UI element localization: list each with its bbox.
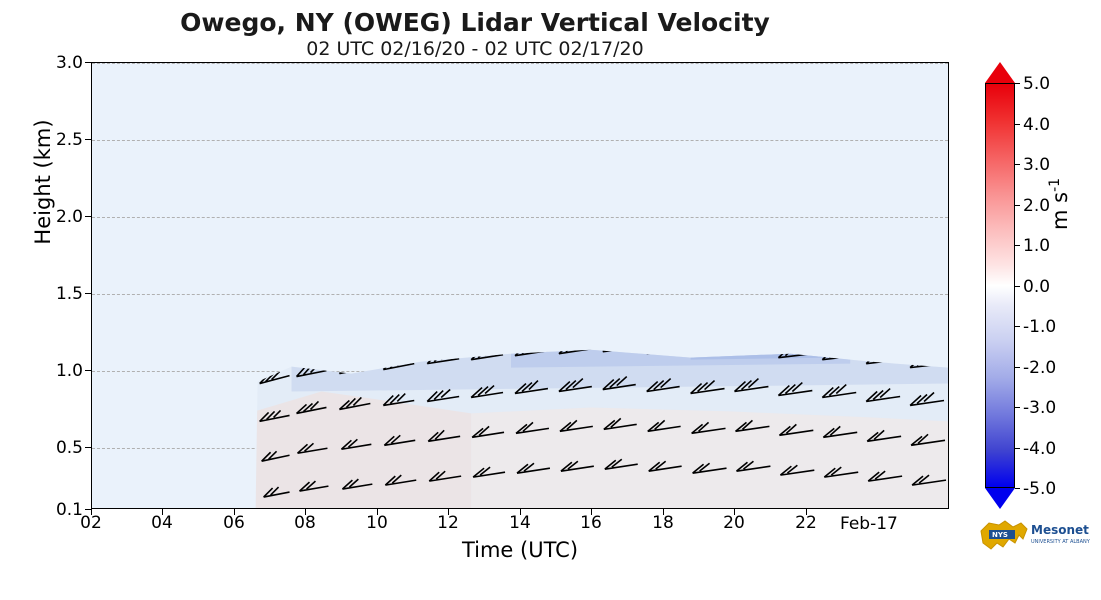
xtick-label-22: 22	[795, 513, 817, 533]
colorbar-tick--5.0: -5.0	[1023, 479, 1057, 499]
plot-area	[91, 62, 949, 509]
y-axis-title: Height (km)	[31, 119, 55, 245]
colorbar-tick-3.0: 3.0	[1023, 155, 1051, 175]
colorbar-over-arrow	[985, 62, 1015, 83]
nys-mesonet-logo: NYS Mesonet UNIVERSITY AT ALBANY	[975, 517, 1095, 563]
gridline-1.5	[92, 294, 948, 296]
xtick-label-08: 08	[294, 513, 316, 533]
ytick-label-2.0: 2.0	[55, 207, 83, 227]
logo-mesonet-text: Mesonet	[1031, 523, 1089, 537]
xtick-label-12: 12	[437, 513, 459, 533]
colorbar-title: m s-1	[1047, 178, 1072, 230]
xtick-label-20: 20	[723, 513, 745, 533]
ytick-label-3.0: 3.0	[55, 53, 83, 73]
ytick-label-1.0: 1.0	[55, 361, 83, 381]
colorbar-tick-5.0: 5.0	[1023, 74, 1051, 94]
logo-nys-text: NYS	[992, 531, 1008, 539]
colorbar-title-units: m s	[1048, 191, 1072, 230]
colorbar-tick--2.0: -2.0	[1023, 357, 1057, 378]
logo-graphic: NYS Mesonet UNIVERSITY AT ALBANY	[980, 520, 1091, 550]
xtick-label-18: 18	[652, 513, 674, 533]
ytick-label-2.5: 2.5	[55, 130, 83, 150]
page-subtitle: 02 UTC 02/16/20 - 02 UTC 02/17/20	[306, 38, 644, 60]
xtick-label-14: 14	[509, 513, 531, 533]
gridline-2.5	[92, 140, 948, 142]
colorbar-tick--4.0: -4.0	[1023, 438, 1057, 459]
gridline-2.0	[92, 217, 948, 219]
colorbar-tick-4.0: 4.0	[1023, 114, 1051, 135]
xtick-label-02: 02	[80, 513, 102, 533]
logo-tagline-text: UNIVERSITY AT ALBANY	[1031, 539, 1091, 545]
y-axis-ticks: 3.0 2.5 2.0 1.5 1.0 0.5 0.1	[27, 53, 83, 520]
colorbar-under-arrow	[985, 488, 1015, 509]
colorbar-tick-0.0: 0.0	[1023, 276, 1051, 297]
xtick-label-10: 10	[366, 513, 388, 533]
colorbar-gradient	[985, 83, 1015, 488]
colorbar-tick-1.0: 1.0	[1023, 236, 1051, 256]
xtick-label-16: 16	[580, 513, 602, 533]
ytick-label-0.1: 0.1	[55, 500, 83, 520]
ytick-label-0.5: 0.5	[55, 438, 83, 458]
page-title: Owego, NY (OWEG) Lidar Vertical Velocity	[180, 8, 770, 37]
colorbar-tick-2.0: 2.0	[1023, 195, 1051, 216]
colorbar-tick--3.0: -3.0	[1023, 398, 1057, 418]
gridline-3.0	[92, 63, 948, 64]
x-axis-title: Time (UTC)	[461, 538, 579, 562]
shading-region	[255, 349, 948, 508]
colorbar-title-exponent: -1	[1047, 177, 1063, 192]
y-tick-marks	[85, 62, 91, 510]
colorbar: 5.0 4.0 3.0 2.0 1.0 0.0 -1.0 -2.0 -3.0 -…	[985, 62, 1056, 509]
velocity-field-overlay	[255, 349, 948, 508]
ytick-label-1.5: 1.5	[55, 284, 83, 304]
xtick-label-04: 04	[151, 513, 173, 533]
xtick-day-label: Feb-17	[840, 514, 898, 534]
xtick-label-06: 06	[223, 513, 245, 533]
colorbar-tick--1.0: -1.0	[1023, 317, 1057, 337]
logo-badge	[989, 530, 1015, 539]
